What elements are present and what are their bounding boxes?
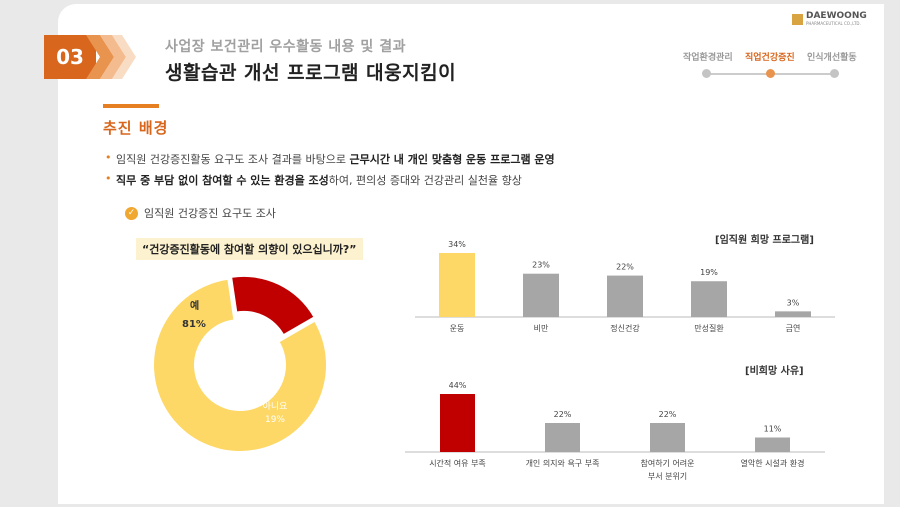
bar-value-label: 23% <box>532 261 550 270</box>
donut-slice-1 <box>153 279 326 451</box>
section-title: 추진 배경 <box>103 119 169 137</box>
section-number: 03 <box>56 45 84 69</box>
bar-value-label: 19% <box>700 268 718 277</box>
survey-title: 임직원 건강증진 요구도 조사 <box>144 207 276 220</box>
survey-heading: ✓ 임직원 건강증진 요구도 조사 <box>125 205 276 221</box>
bar-4 <box>691 281 727 317</box>
bar-4 <box>755 437 790 452</box>
step-work-environment[interactable]: 작업환경관리 <box>683 53 733 63</box>
bar-value-label: 22% <box>554 410 572 419</box>
bullet-bold-text: 직무 중 부담 없이 참여할 수 있는 환경을 조성 <box>116 174 329 187</box>
bar-chart-2-title: [비희망 사유] <box>745 366 804 377</box>
bullet-text: 임직원 건강증진활동 요구도 조사 결과를 바탕으로 <box>116 153 350 166</box>
bar-category-label: 만성질환 <box>694 323 724 333</box>
bar-3 <box>607 275 643 317</box>
logo-text: DAEWOONG <box>806 11 867 21</box>
bar-category-label: 열악한 시설과 환경 <box>741 458 805 468</box>
donut-label-no: 아니요 <box>263 401 288 412</box>
progress-dot-1 <box>702 69 711 78</box>
logo-mark-icon <box>792 13 803 25</box>
logo-subtext: PHARMACEUTICAL CO.,LTD. <box>806 21 861 26</box>
company-logo: DAEWOONG PHARMACEUTICAL CO.,LTD. <box>792 12 867 26</box>
bar-1 <box>439 253 475 317</box>
bar-category-label: 부서 분위기 <box>648 472 687 481</box>
bar-value-label: 3% <box>787 298 800 307</box>
bar-category-label: 시간적 여유 부족 <box>429 458 486 468</box>
bar-category-label: 개인 의지와 욕구 부족 <box>526 458 600 468</box>
bar-value-label: 34% <box>448 240 466 249</box>
bar-value-label: 11% <box>764 425 782 434</box>
donut-value-no: 19% <box>265 415 285 425</box>
bar-category-label: 금연 <box>786 324 801 333</box>
bullet-item-1: 임직원 건강증진활동 요구도 조사 결과를 바탕으로 근무시간 내 개인 맞춤형… <box>105 151 555 167</box>
chevron-arrows-icon <box>86 35 136 79</box>
bar-chart-desired-programs: 34% 운동 23% 비만 22% 정신건강 19% 만성질환 3% 금연 <box>415 240 835 333</box>
bar-1 <box>440 394 475 452</box>
page-pretitle: 사업장 보건관리 우수활동 내용 및 결과 <box>165 39 406 55</box>
bar-value-label: 44% <box>449 381 467 390</box>
survey-question: “건강증진활동에 참여할 의향이 있으십니까?” <box>136 238 363 260</box>
bar-chart-1-title: [임직원 희망 프로그램] <box>715 235 814 246</box>
page-title: 생활습관 개선 프로그램 대웅지킴이 <box>165 62 457 84</box>
bar-category-label: 참여하기 어려운 <box>640 458 694 468</box>
progress-dot-3 <box>830 69 839 78</box>
bar-chart-reasons: 44% 시간적 여유 부족 22% 개인 의지와 욕구 부족 22% 참여하기 어려운부서… <box>405 381 825 481</box>
bar-3 <box>650 423 685 452</box>
bar-value-label: 22% <box>616 263 634 272</box>
bar-2 <box>523 273 559 317</box>
section-accent-bar <box>103 104 159 108</box>
bar-category-label: 운동 <box>450 324 465 333</box>
bar-category-label: 비만 <box>534 324 549 333</box>
bullet-item-2: 직무 중 부담 없이 참여할 수 있는 환경을 조성하여, 편의성 증대와 건강… <box>105 172 522 188</box>
bar-5 <box>775 311 811 317</box>
bullet-bold-text: 근무시간 내 개인 맞춤형 운동 프로그램 운영 <box>349 153 555 166</box>
donut-slice-2 <box>232 276 314 334</box>
donut-chart: 예 81% 아니요 19% <box>153 276 326 451</box>
bar-category-label: 정신건강 <box>610 323 640 333</box>
step-health-promotion[interactable]: 직업건강증진 <box>745 53 795 63</box>
section-number-badge: 03 <box>44 35 96 79</box>
bar-2 <box>545 423 580 452</box>
check-circle-icon: ✓ <box>125 206 138 220</box>
progress-dot-2 <box>766 69 775 78</box>
bar-value-label: 22% <box>659 410 677 419</box>
donut-value-yes: 81% <box>182 319 206 330</box>
step-awareness[interactable]: 인식개선활동 <box>807 53 857 63</box>
donut-label-yes: 예 <box>190 299 199 312</box>
bullet-text: 하여, 편의성 증대와 건강관리 실천율 향상 <box>328 174 522 187</box>
